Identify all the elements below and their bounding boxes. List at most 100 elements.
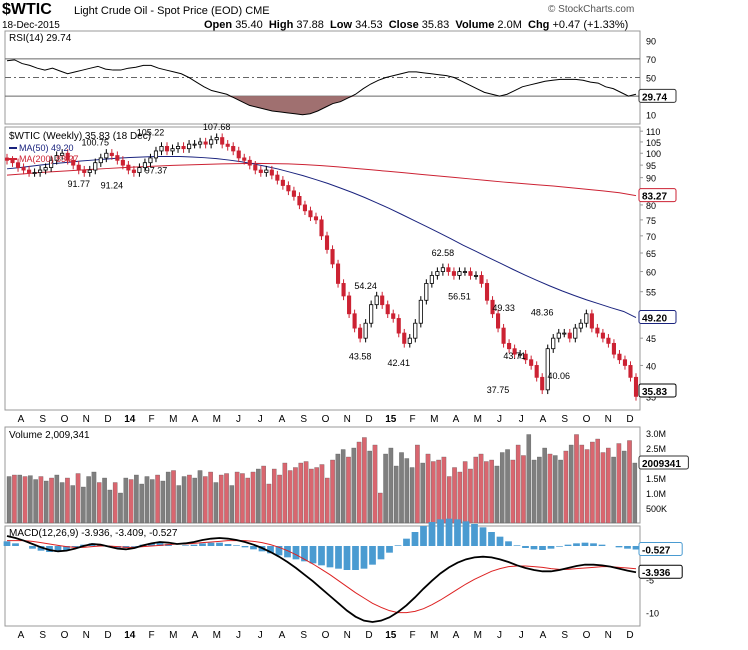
candle-body: [275, 174, 280, 181]
volume-bar: [600, 452, 606, 524]
macd-histogram-bar: [224, 544, 232, 546]
volume-bar: [250, 471, 256, 524]
volume-bar: [86, 476, 91, 524]
volume-bar: [388, 447, 394, 524]
macd-histogram-bar: [505, 541, 512, 546]
price-tick-label: 100: [646, 149, 661, 159]
volume-bar: [579, 444, 585, 524]
volume-bar: [271, 468, 277, 524]
candle-body: [380, 295, 385, 306]
volume-bar: [112, 482, 118, 524]
chg-label: Chg: [528, 19, 550, 31]
macd-histogram-bar: [292, 546, 300, 560]
volume-bar: [452, 467, 457, 524]
volume-bar: [33, 479, 38, 524]
volume-bar: [436, 459, 441, 524]
volume-bar: [346, 456, 351, 524]
x-axis-label: J: [236, 630, 241, 641]
volume-bar: [38, 476, 44, 524]
candle-body: [98, 157, 103, 164]
candle-body: [65, 152, 70, 161]
ma50-last-value: 49.20: [642, 314, 667, 325]
candle-body: [374, 295, 379, 306]
volume-bar: [356, 441, 362, 524]
macd-histogram-bar: [437, 519, 444, 546]
macd-last-value-box: [638, 564, 683, 579]
volume-bar: [632, 462, 638, 524]
macd-histogram-bar: [488, 532, 495, 546]
macd-histogram-bar: [530, 546, 538, 550]
macd-histogram-bar: [207, 542, 215, 546]
volume-bar: [309, 468, 314, 524]
price-tick-label: 65: [646, 249, 656, 259]
candle-body: [468, 271, 473, 276]
ma50-last-value-box: [638, 310, 677, 325]
volume-bar: [314, 467, 319, 524]
volume-bar: [319, 464, 325, 524]
x-axis-label: O: [322, 414, 330, 425]
volume-bar: [457, 471, 463, 524]
x-axis-label: J: [519, 630, 524, 641]
price-annotation: 54.24: [354, 281, 377, 291]
candle-body: [479, 275, 484, 284]
price-annotation: 91.77: [67, 179, 90, 189]
candle-body: [109, 152, 114, 156]
volume-bar: [537, 456, 542, 524]
candle-body: [562, 332, 567, 335]
volume-bar: [197, 470, 203, 524]
x-axis-label: M: [474, 414, 482, 425]
candle-body: [308, 210, 313, 218]
volume-bar: [54, 474, 60, 524]
volume-bar: [144, 476, 150, 524]
volume-bar: [17, 474, 22, 524]
chart-instrument-name: Light Crude Oil - Spot Price (EOD) CME: [74, 5, 270, 17]
exchange-label: CME: [245, 5, 270, 17]
volume-bar: [181, 476, 187, 524]
macd-histogram-bar: [46, 546, 53, 552]
candle-body: [622, 359, 628, 366]
x-axis-label: 15: [385, 414, 397, 425]
macd-histogram-bar: [590, 543, 597, 546]
volume-bar: [22, 476, 28, 524]
volume-bar: [49, 477, 54, 524]
volume-bar: [293, 467, 298, 524]
macd-histogram-bar: [275, 546, 283, 556]
x-axis-label: J: [258, 630, 263, 641]
x-axis-label: D: [626, 630, 633, 641]
x-axis-label: D: [365, 630, 372, 641]
x-axis-label: A: [192, 414, 199, 425]
x-axis-label: A: [18, 414, 25, 425]
candle-body: [595, 327, 600, 334]
candle-body: [335, 263, 341, 284]
price-frame: [4, 126, 641, 411]
rsi-oversold-fill: [7, 96, 636, 115]
macd-histogram-bar: [29, 546, 36, 549]
candle-body: [633, 376, 639, 397]
volume-bar: [139, 483, 144, 524]
price-annotation: 107.68: [203, 122, 231, 132]
candle-body: [76, 164, 81, 171]
volume-bar: [526, 434, 532, 524]
price-annotation: 105.22: [137, 127, 165, 137]
price-tick-label: 90: [646, 174, 656, 184]
macd-histogram-bar: [301, 546, 308, 562]
x-axis-label: A: [18, 630, 25, 641]
x-axis-label: 15: [385, 630, 397, 641]
macd-histogram-bar: [309, 546, 317, 564]
macd-histogram-bar: [420, 526, 427, 546]
macd-histogram-bar: [496, 536, 504, 546]
candle-body: [236, 150, 241, 159]
candle-body: [231, 146, 236, 152]
candle-body: [534, 365, 539, 378]
volume-bar: [415, 444, 420, 524]
candle-body: [181, 146, 186, 150]
x-axis-label: M: [430, 414, 438, 425]
volume-bar: [256, 468, 261, 524]
candle-body: [131, 169, 136, 173]
macd-histogram-bar: [250, 546, 257, 550]
volume-bar: [70, 485, 76, 524]
close-last-value-box: [638, 383, 677, 398]
volume-bar: [123, 477, 129, 524]
candle-body: [258, 169, 263, 173]
candle-body: [573, 327, 578, 339]
